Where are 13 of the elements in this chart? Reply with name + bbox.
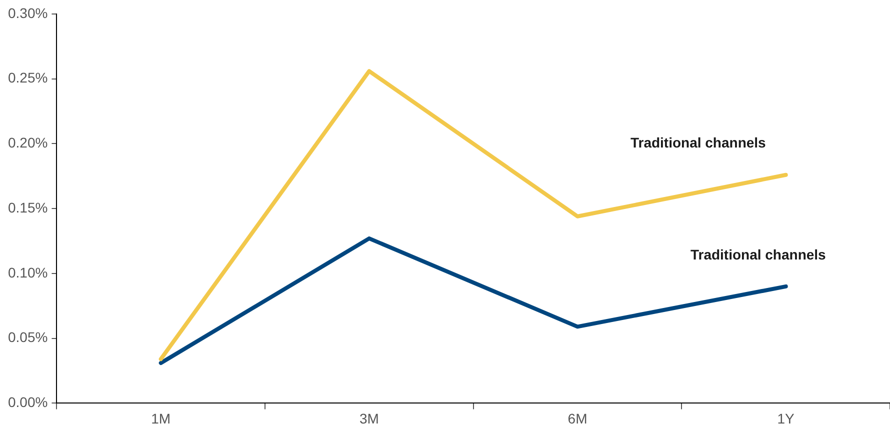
y-tick-label: 0.10% — [8, 264, 48, 280]
x-tick-label: 3M — [359, 410, 379, 426]
x-tick-label: 6M — [568, 410, 588, 426]
y-tick-label: 0.00% — [8, 394, 48, 410]
y-tick-label: 0.25% — [8, 70, 48, 86]
x-tick-label: 1Y — [777, 410, 796, 426]
y-tick-label: 0.05% — [8, 329, 48, 346]
series-label: Traditional channels — [630, 134, 766, 151]
text: Traditional channels — [690, 246, 826, 262]
y-tick-label: 0.20% — [8, 134, 48, 151]
y-tick-label: 0.15% — [8, 199, 48, 216]
x-tick-label: 1M — [151, 410, 171, 426]
y-tick-label: 0.30% — [8, 4, 48, 21]
